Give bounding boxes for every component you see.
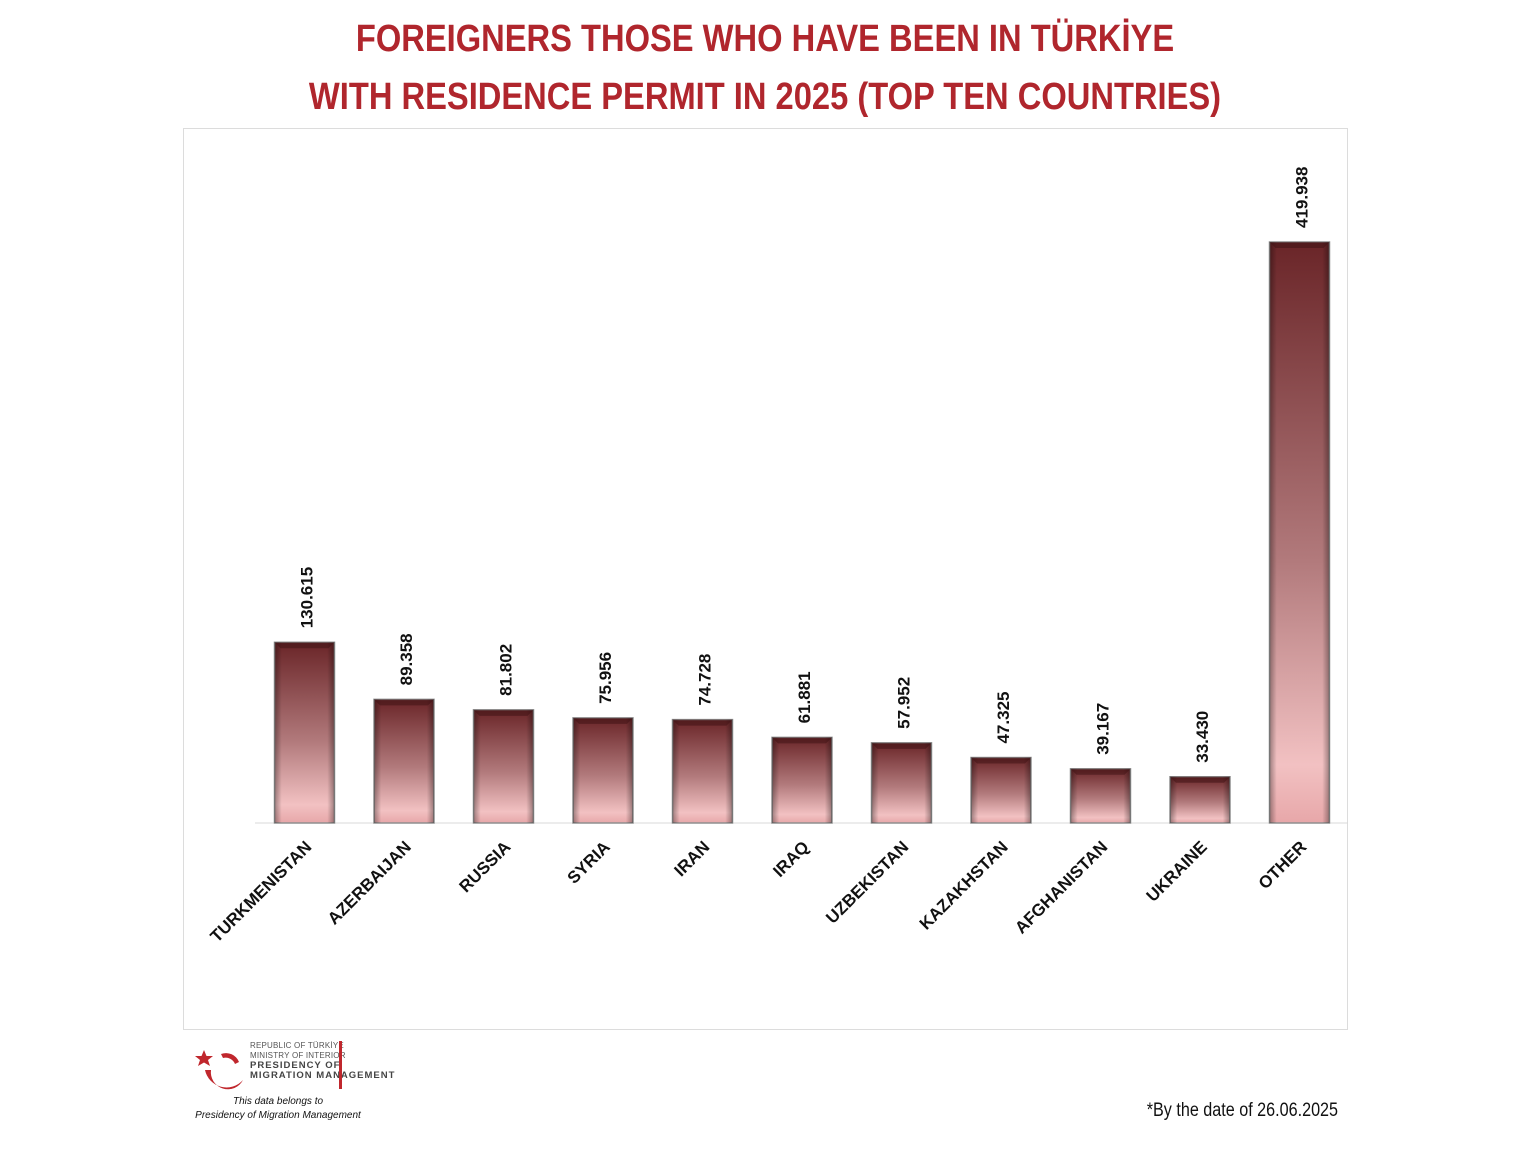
bar-ukraine [1169, 775, 1231, 824]
data-label: 419.938 [1293, 167, 1312, 228]
logo-line-1: REPUBLIC OF TÜRKİYE [250, 1041, 344, 1050]
logo-divider [339, 1041, 342, 1089]
category-label: AFGHANISTAN [1011, 837, 1111, 937]
category-label: OTHER [1255, 837, 1311, 893]
crescent-icon [205, 1070, 243, 1090]
bar-bevel [772, 737, 832, 823]
bar-russia [472, 709, 535, 824]
chart-frame [183, 128, 1348, 1030]
category-label: IRAN [671, 837, 714, 880]
data-label: 75.956 [596, 652, 615, 704]
star-icon [195, 1050, 213, 1066]
data-label: 81.802 [497, 644, 516, 696]
category-label: SYRIA [564, 837, 614, 887]
category-label: AZERBAIJAN [324, 837, 415, 928]
bar-top-bevel [573, 717, 633, 724]
data-label: 33.430 [1193, 711, 1212, 763]
bar-top-bevel [871, 742, 932, 749]
category-label: KAZAKHSTAN [916, 837, 1012, 933]
category-label: TURKMENISTAN [207, 837, 316, 946]
chart-title-line-1: FOREIGNERS THOSE WHO HAVE BEEN IN TÜRKİY… [355, 18, 1175, 60]
bar-turkmenistan [273, 641, 336, 824]
bar-kazakhstan [970, 756, 1032, 824]
attribution-line-1: This data belongs to [232, 1096, 324, 1107]
bar-top-bevel [971, 757, 1031, 764]
bar-bevel [1269, 242, 1330, 823]
bar-top-bevel [772, 737, 832, 744]
bar-afghanistan [1069, 768, 1132, 824]
bar-bevel [672, 719, 733, 823]
bar-top-bevel [374, 699, 434, 706]
category-label: UKRAINE [1143, 837, 1211, 905]
bar-top-bevel [274, 642, 335, 649]
bar-bevel [473, 709, 534, 823]
bar-top-bevel [1269, 242, 1330, 248]
data-label: 89.358 [397, 633, 416, 685]
data-label: 74.728 [696, 654, 715, 706]
bar-bevel [374, 699, 434, 823]
bar-syria [572, 717, 634, 824]
data-label: 57.952 [895, 677, 914, 729]
bar-azerbaijan [373, 698, 435, 824]
bar-bevel [971, 757, 1031, 823]
bar-iran [671, 718, 734, 824]
data-label: 47.325 [994, 692, 1013, 744]
bar-top-bevel [672, 719, 733, 726]
bar-bevel [1170, 776, 1230, 823]
category-label: RUSSIA [455, 837, 514, 896]
logo-line-2: MINISTRY OF INTERIOR [250, 1051, 346, 1060]
category-label: IRAQ [769, 837, 812, 880]
logo-text: REPUBLIC OF TÜRKİYE MINISTRY OF INTERIOR… [250, 1041, 395, 1081]
data-label: 61.881 [795, 671, 814, 723]
date-footnote: *By the date of 26.06.2025 [1146, 1100, 1338, 1121]
bar-bevel [871, 742, 932, 823]
bar-bevel [573, 717, 633, 823]
bar-top-bevel [1170, 776, 1230, 783]
chart-title-line-2: WITH RESIDENCE PERMIT IN 2025 (TOP TEN C… [308, 76, 1222, 118]
bar-other [1268, 241, 1331, 824]
bar-iraq [771, 736, 833, 824]
logo-line-4: MIGRATION MANAGEMENT [250, 1070, 396, 1081]
bar-bevel [274, 642, 335, 823]
bar-top-bevel [473, 709, 534, 716]
data-label: 39.167 [1094, 703, 1113, 755]
bar-uzbekistan [870, 742, 933, 824]
ministry-logo [195, 1050, 243, 1090]
logo-line-3: PRESIDENCY OF [250, 1060, 341, 1071]
data-label: 130.615 [298, 567, 317, 628]
attribution-line-2: Presidency of Migration Management [195, 1110, 361, 1121]
category-label: UZBEKISTAN [822, 837, 912, 927]
bar-top-bevel [1070, 768, 1131, 775]
bar-bevel [1070, 768, 1131, 823]
